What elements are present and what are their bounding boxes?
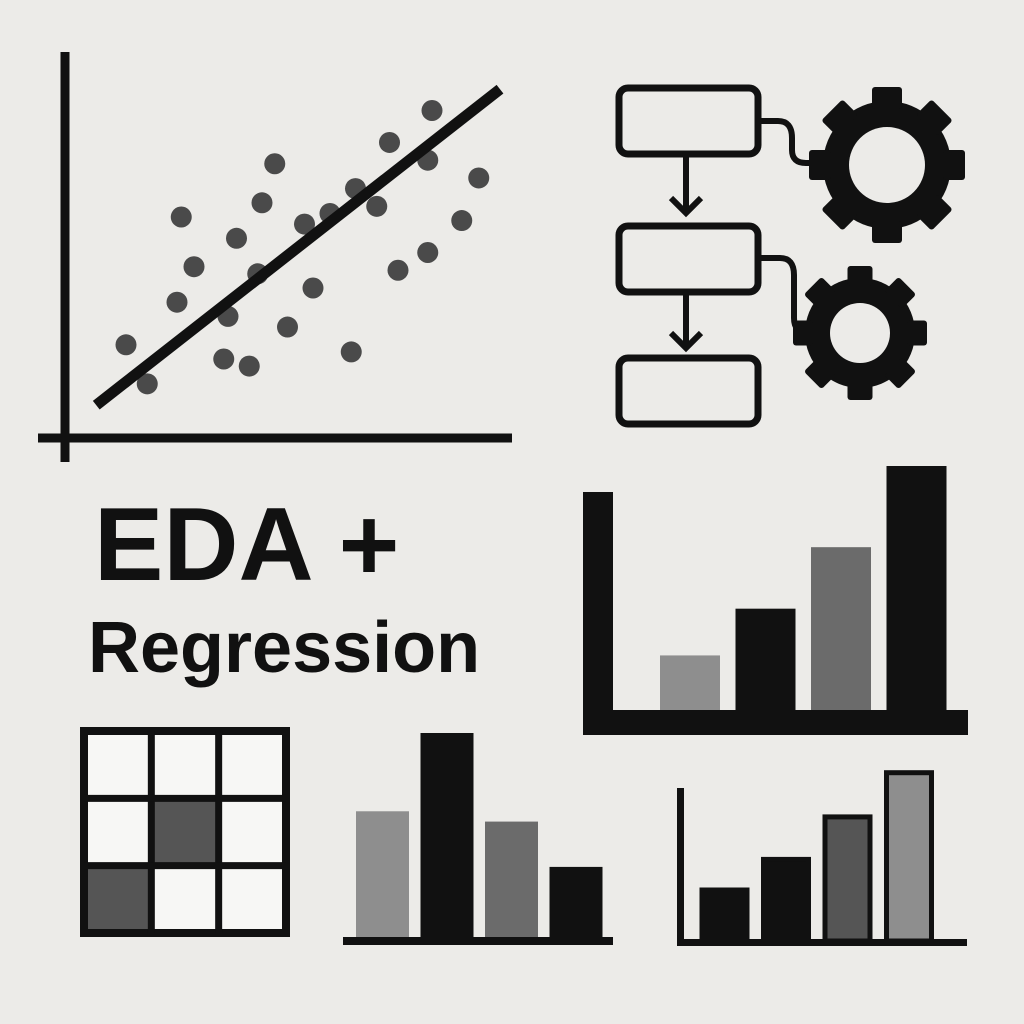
- heatmap-cell-filled: [84, 865, 152, 933]
- bar: [811, 547, 871, 712]
- gear-tooth: [805, 358, 835, 388]
- heatmap-cells: [84, 731, 286, 933]
- heatmap-cell: [151, 731, 219, 799]
- gear-tooth: [872, 87, 902, 109]
- large-bar-marks: [660, 466, 947, 712]
- scatter-point: [264, 153, 286, 175]
- gear-icon: [793, 266, 927, 400]
- title-line-2: Regression: [88, 608, 480, 688]
- scatter-point: [340, 341, 362, 363]
- large-bar-x-axis: [583, 710, 968, 735]
- flowchart-connector: [758, 118, 822, 166]
- heatmap-cell-filled: [151, 798, 219, 866]
- gear-tooth: [809, 150, 831, 180]
- heatmap-cell: [218, 798, 286, 866]
- heatmap-grid-lines: [80, 727, 290, 937]
- gear-icon: [809, 87, 965, 243]
- heatmap-cell: [151, 865, 219, 933]
- bar: [660, 655, 720, 712]
- bar: [699, 887, 750, 944]
- gear-tooth: [885, 358, 915, 388]
- gear-tooth: [917, 195, 952, 230]
- gear-tooth: [822, 195, 857, 230]
- gear-hole: [830, 303, 890, 363]
- bar: [761, 856, 811, 944]
- scatter-point: [166, 291, 188, 313]
- gear-tooth: [872, 221, 902, 243]
- scatter-point: [183, 256, 205, 278]
- gear-tooth: [917, 100, 952, 135]
- scatter-point: [379, 131, 400, 153]
- bar: [356, 811, 409, 939]
- scatter-point: [277, 316, 298, 338]
- middle-bar-baseline: [343, 937, 613, 945]
- scatter-point: [387, 259, 409, 281]
- small-bar-marks: [699, 770, 934, 944]
- bar: [735, 608, 796, 712]
- arrow-head-icon: [668, 195, 704, 218]
- title-line-1: EDA +: [94, 487, 399, 603]
- scatter-point: [115, 334, 137, 356]
- flowchart-box: [615, 222, 762, 296]
- scatter-point: [213, 348, 235, 370]
- bar: [549, 866, 603, 939]
- bar: [822, 814, 873, 944]
- large-bar-y-axis: [583, 492, 613, 735]
- bar: [420, 733, 474, 939]
- scatter-point: [468, 167, 490, 189]
- scatter-point: [302, 277, 324, 299]
- scatter-points: [115, 100, 490, 395]
- flowchart-gears-icon: [615, 84, 965, 428]
- gear-tooth: [943, 150, 965, 180]
- scatter-point: [366, 195, 388, 217]
- gear-tooth: [805, 278, 835, 308]
- small-bar-x-axis: [677, 939, 967, 946]
- gear-tooth: [847, 266, 873, 286]
- bar: [485, 821, 538, 939]
- heatmap-grid-icon: [80, 727, 290, 937]
- gear-tooth: [885, 278, 915, 308]
- gear-tooth: [907, 320, 927, 346]
- gear-tooth: [793, 320, 813, 346]
- bar: [886, 466, 947, 712]
- heatmap-cell: [84, 798, 152, 866]
- heatmap-cell: [84, 731, 152, 799]
- middle-bar-marks: [356, 733, 603, 939]
- scatter-point: [170, 206, 192, 228]
- scatter-point: [136, 373, 158, 395]
- small-bar-y-axis: [677, 788, 684, 946]
- heatmap-cell: [218, 731, 286, 799]
- gear-hole: [849, 127, 925, 203]
- scatter-point: [421, 100, 443, 121]
- scatter-point: [294, 213, 315, 235]
- scatter-point: [451, 210, 473, 232]
- bar: [884, 770, 934, 944]
- scatter-point: [238, 355, 260, 377]
- bar-chart-icon: [583, 466, 968, 735]
- flowchart-box: [615, 84, 762, 158]
- heatmap-cell: [218, 865, 286, 933]
- flowchart-box: [615, 354, 762, 428]
- scatter-regression-icon: [38, 52, 512, 462]
- bar-chart-icon: [677, 770, 967, 946]
- scatter-point: [417, 242, 439, 263]
- heatmap-border: [80, 727, 290, 937]
- bar-chart-icon: [343, 733, 613, 945]
- scatter-point: [251, 192, 273, 214]
- gear-tooth: [847, 380, 873, 400]
- gear-tooth: [822, 100, 857, 135]
- arrow-head-icon: [668, 330, 704, 353]
- scatter-point: [226, 227, 247, 249]
- regression-line: [92, 84, 504, 410]
